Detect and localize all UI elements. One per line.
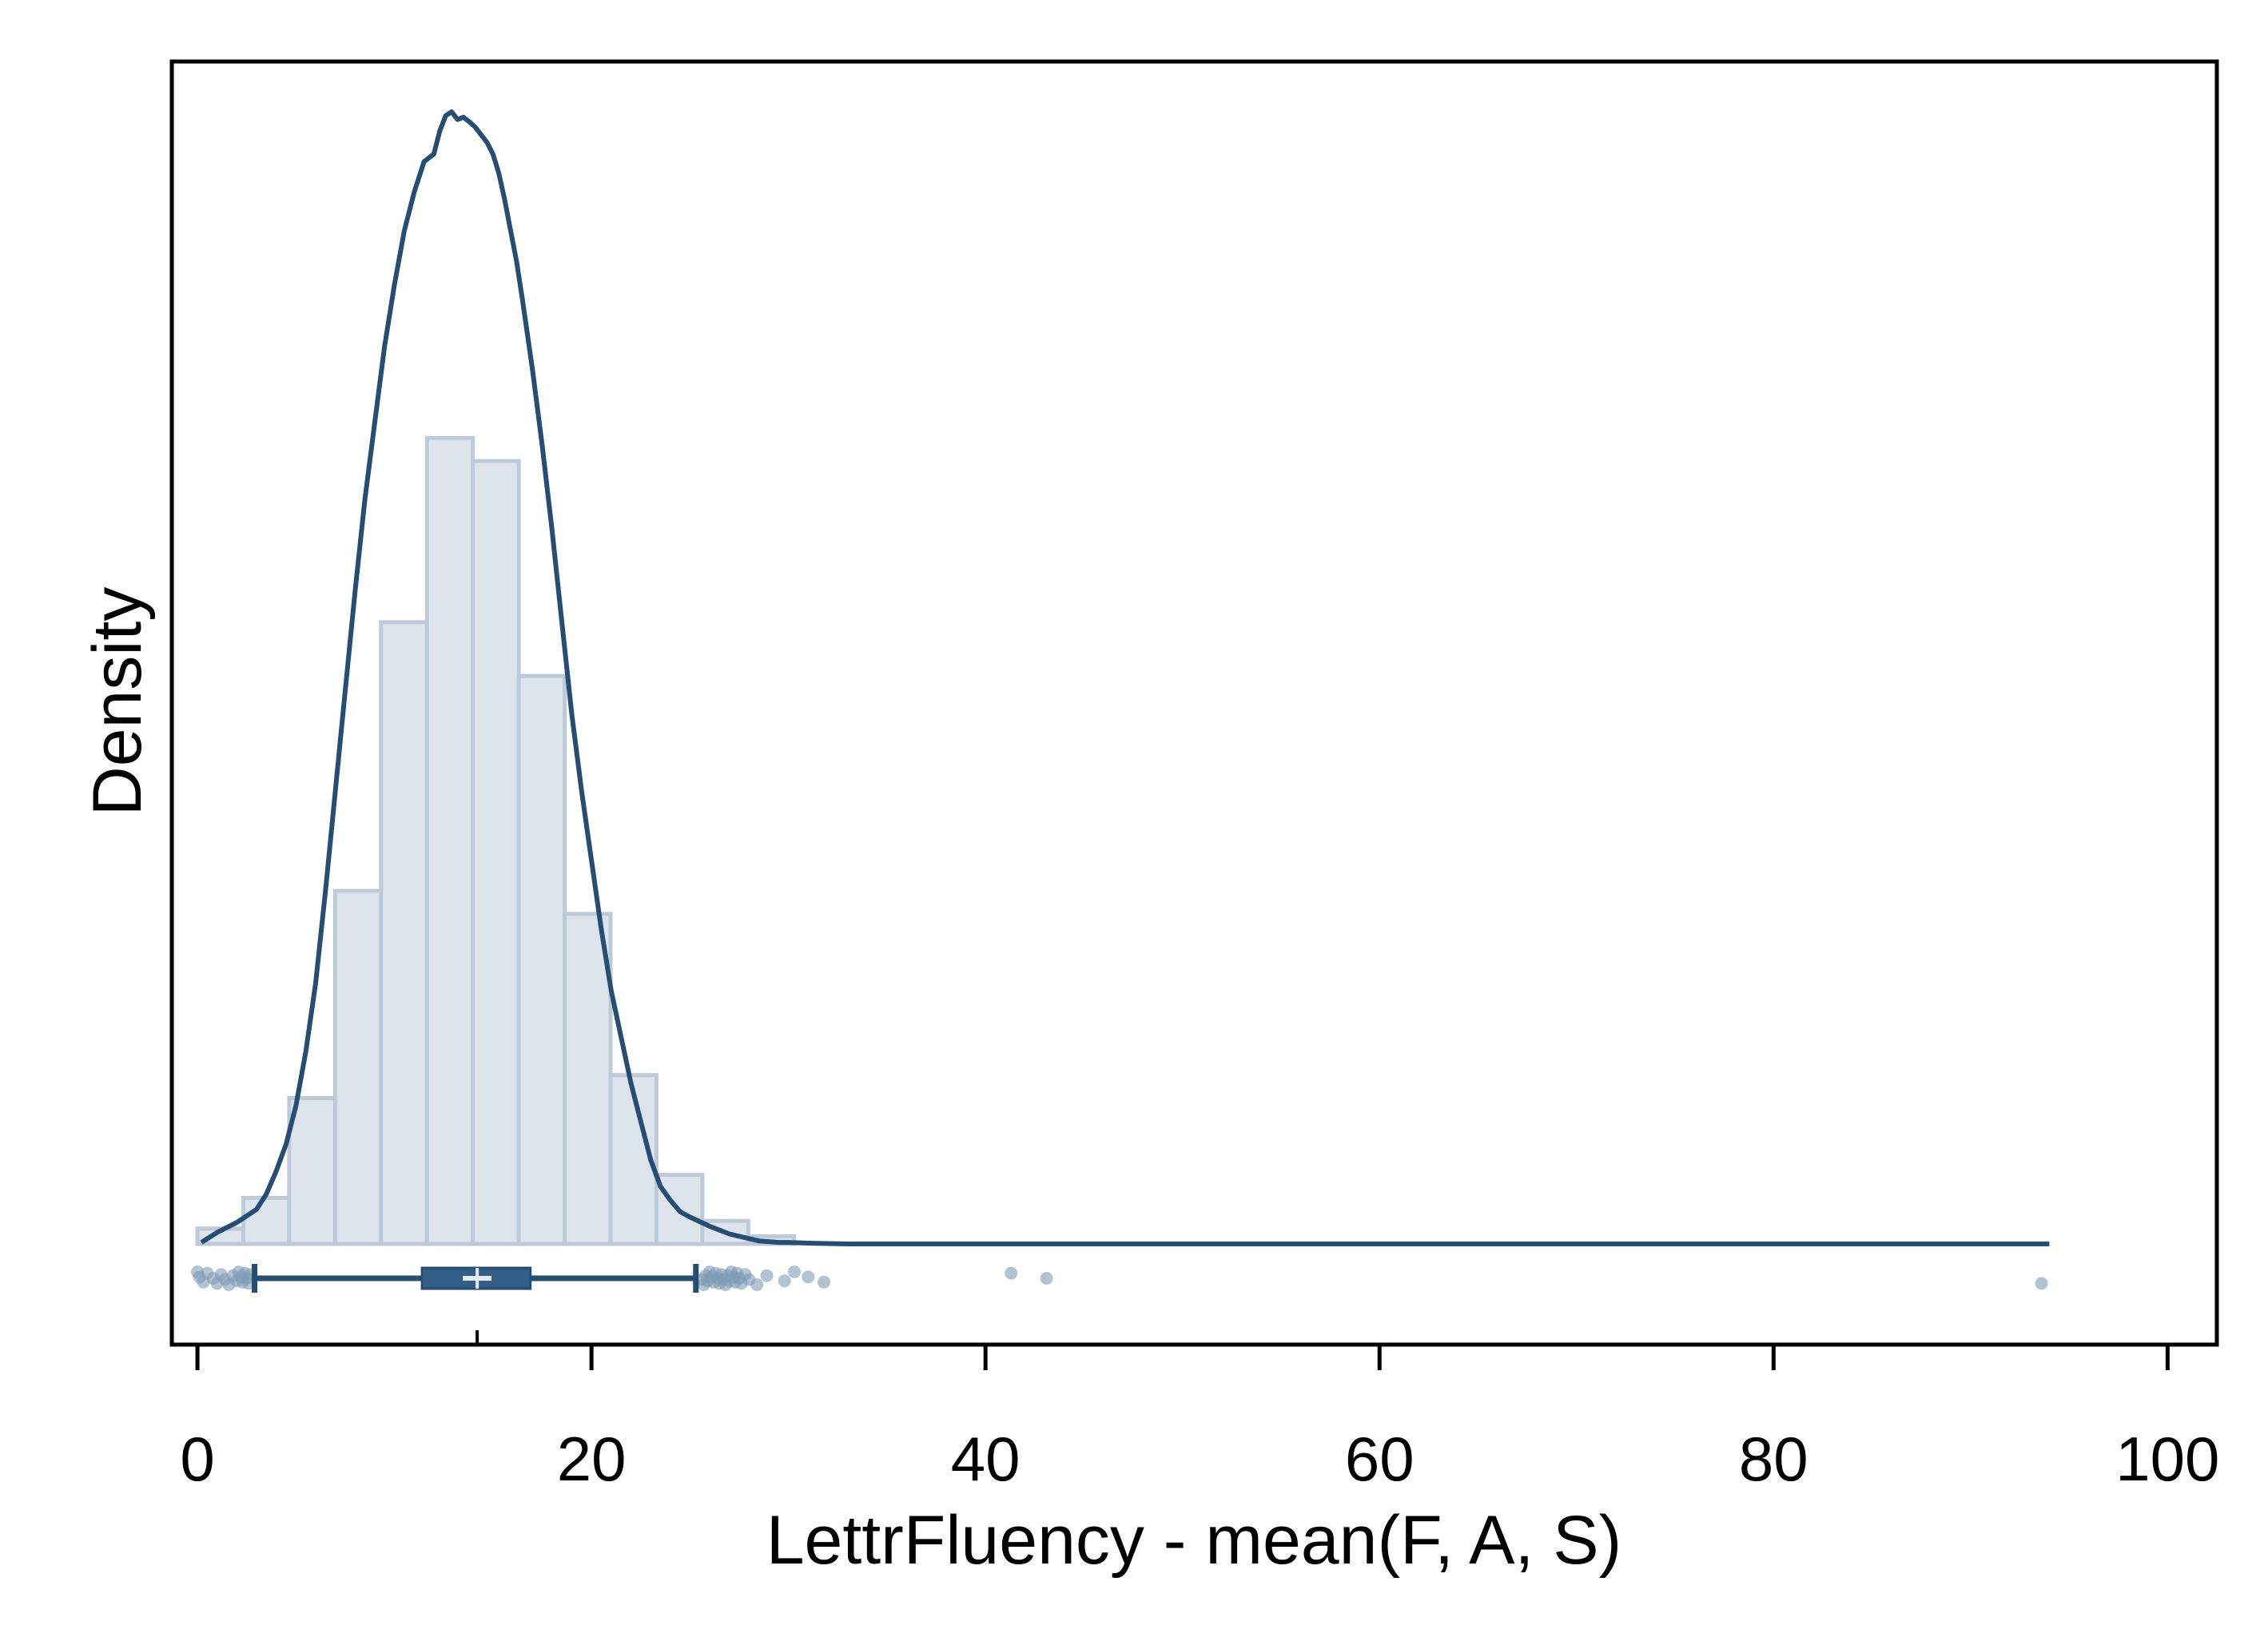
x-axis-ticks: 0 20 40 60 80 100 xyxy=(180,1345,2219,1494)
outlier-point xyxy=(760,1269,774,1282)
outlier-point xyxy=(818,1275,831,1289)
histogram-bar-2 xyxy=(287,1095,337,1246)
outlier-point xyxy=(750,1278,764,1291)
outlier-point xyxy=(1005,1266,1018,1280)
histogram-bar-7 xyxy=(516,674,567,1246)
histogram-bar-3 xyxy=(332,888,384,1246)
x-tick-label-40: 40 xyxy=(951,1424,1021,1494)
outlier-point xyxy=(2035,1277,2048,1290)
histogram-bar-5 xyxy=(424,435,475,1246)
outlier-point xyxy=(778,1274,791,1288)
boxplot xyxy=(252,1264,699,1345)
x-tick-label-0: 0 xyxy=(180,1424,214,1494)
plot-frame xyxy=(169,59,2219,1347)
x-tick-label-20: 20 xyxy=(557,1424,627,1494)
density-curve xyxy=(200,109,2050,1246)
histogram-bar-1 xyxy=(241,1195,292,1246)
histogram-bar-4 xyxy=(379,620,429,1246)
histogram-bars xyxy=(195,435,797,1246)
outlier-point xyxy=(788,1266,802,1278)
x-tick-label-60: 60 xyxy=(1345,1424,1415,1494)
outlier-point xyxy=(1040,1272,1053,1285)
x-axis-title: LettrFluency - mean(F, A, S) xyxy=(766,1502,1622,1579)
histogram-bar-8 xyxy=(563,912,613,1246)
x-tick-label-80: 80 xyxy=(1739,1424,1808,1494)
outlier-point xyxy=(802,1270,815,1284)
y-axis-title: Density xyxy=(79,587,156,817)
x-tick-label-100: 100 xyxy=(2115,1424,2219,1494)
histogram-bar-6 xyxy=(471,459,521,1246)
